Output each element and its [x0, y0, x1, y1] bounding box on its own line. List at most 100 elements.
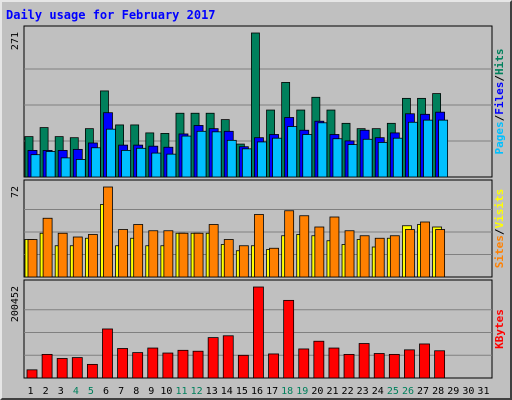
bar-pages: [257, 141, 267, 178]
bar-sites: [254, 214, 264, 278]
bar-pages: [287, 126, 298, 178]
bar-pages: [317, 122, 328, 178]
bar-pages: [226, 139, 237, 178]
bar-sites: [133, 224, 144, 278]
bar-kbytes: [388, 353, 400, 379]
bar-kbytes: [404, 349, 415, 379]
bar-sites: [359, 235, 370, 278]
x-tick-label: 5: [88, 386, 94, 397]
bar-sites: [374, 237, 385, 278]
bar-pages: [211, 131, 222, 178]
x-tick-label: 30: [462, 386, 474, 397]
panel-mid-max-label: 72: [10, 186, 21, 198]
bar-sites: [208, 224, 219, 278]
x-tick-label: 3: [58, 386, 64, 397]
x-tick-label: 1: [28, 386, 34, 397]
bar-kbytes: [26, 369, 38, 379]
bar-sites: [420, 221, 430, 278]
bar-pages: [60, 157, 71, 178]
bar-pages: [121, 150, 131, 178]
x-tick-label: 16: [251, 386, 263, 397]
x-tick-label: 20: [311, 386, 323, 397]
bar-sites: [27, 239, 38, 278]
x-tick-label: 25: [387, 386, 399, 397]
bar-pages: [362, 138, 373, 178]
x-tick-label: 18: [281, 386, 293, 397]
chart-panels: 271 Pages/Files/Hits 72 Sites/Visits 200452K…: [10, 25, 506, 379]
panel-mid-legend: Sites/Visits: [493, 189, 506, 269]
bar-kbytes: [71, 357, 83, 379]
panel-bottom: 200452 KBytes: [10, 279, 506, 379]
x-tick-label: 8: [133, 386, 139, 397]
bar-kbytes: [328, 347, 340, 379]
bar-kbytes: [207, 337, 219, 379]
bar-pages: [408, 121, 418, 178]
bar-pages: [302, 134, 313, 178]
bar-kbytes: [253, 286, 264, 379]
x-tick-label: 17: [266, 386, 278, 397]
x-tick-label: 26: [402, 386, 414, 397]
bar-kbytes: [343, 353, 355, 379]
bar-sites: [148, 230, 159, 278]
bar-pages: [392, 137, 403, 178]
bar-kbytes: [373, 353, 385, 379]
bar-kbytes: [283, 299, 295, 379]
x-tick-label: 11: [175, 386, 187, 397]
bar-sites: [269, 247, 279, 278]
bar-kbytes: [268, 353, 279, 379]
panel-top-max-label: 271: [10, 32, 21, 50]
bar-pages: [241, 148, 252, 178]
bar-kbytes: [313, 340, 325, 379]
bar-pages: [45, 151, 56, 178]
legend-item: KBytes: [493, 309, 506, 349]
bar-pages: [423, 119, 433, 178]
panel-mid: 72 Sites/Visits: [10, 179, 506, 278]
bar-kbytes: [162, 352, 174, 379]
bar-sites: [405, 229, 415, 278]
bar-sites: [329, 216, 340, 278]
legend-item: /: [493, 114, 506, 121]
bar-kbytes: [358, 343, 370, 379]
bar-kbytes: [237, 354, 249, 379]
panel-bottom-legend: KBytes: [493, 309, 506, 349]
bar-kbytes: [434, 350, 446, 379]
bar-pages: [272, 137, 282, 178]
bar-kbytes: [132, 352, 144, 379]
bar-pages: [438, 119, 449, 178]
x-tick-label: 7: [118, 386, 124, 397]
bar-pages: [75, 159, 86, 178]
x-axis-labels: 1 2 3 4 5 6 7 8 9 10 11 12 13 14 15 16 17 18 19 20 21 22 23 24 2…: [28, 386, 490, 397]
bar-kbytes: [41, 353, 53, 379]
bar-kbytes: [177, 349, 189, 379]
bar-sites: [435, 229, 446, 278]
bar-sites: [42, 217, 53, 278]
x-tick-label: 9: [148, 386, 154, 397]
bar-pages: [181, 135, 192, 178]
bar-sites: [72, 236, 83, 278]
panel-top-legend: Pages/Files/Hits: [493, 49, 506, 155]
bar-kbytes: [56, 358, 68, 379]
bar-pages: [90, 147, 101, 178]
x-tick-label: 29: [447, 386, 459, 397]
legend-item: /: [493, 75, 506, 82]
bar-sites: [284, 210, 295, 278]
x-tick-label: 31: [477, 386, 489, 397]
bar-sites: [163, 230, 174, 278]
bar-kbytes: [86, 363, 98, 379]
bar-pages: [332, 138, 343, 178]
bar-sites: [103, 186, 113, 278]
bar-pages: [136, 147, 147, 178]
x-tick-label: 28: [432, 386, 444, 397]
x-tick-label: 6: [103, 386, 109, 397]
bar-sites: [118, 229, 128, 278]
bar-kbytes: [192, 350, 204, 379]
bar-sites: [389, 235, 400, 278]
legend-item: Visits: [493, 189, 506, 229]
x-tick-label: 10: [160, 386, 172, 397]
bar-kbytes: [117, 348, 128, 379]
bar-pages: [166, 153, 177, 178]
x-tick-label: 22: [342, 386, 354, 397]
bar-pages: [377, 142, 388, 178]
bar-sites: [299, 215, 310, 278]
bar-kbytes: [419, 343, 430, 379]
